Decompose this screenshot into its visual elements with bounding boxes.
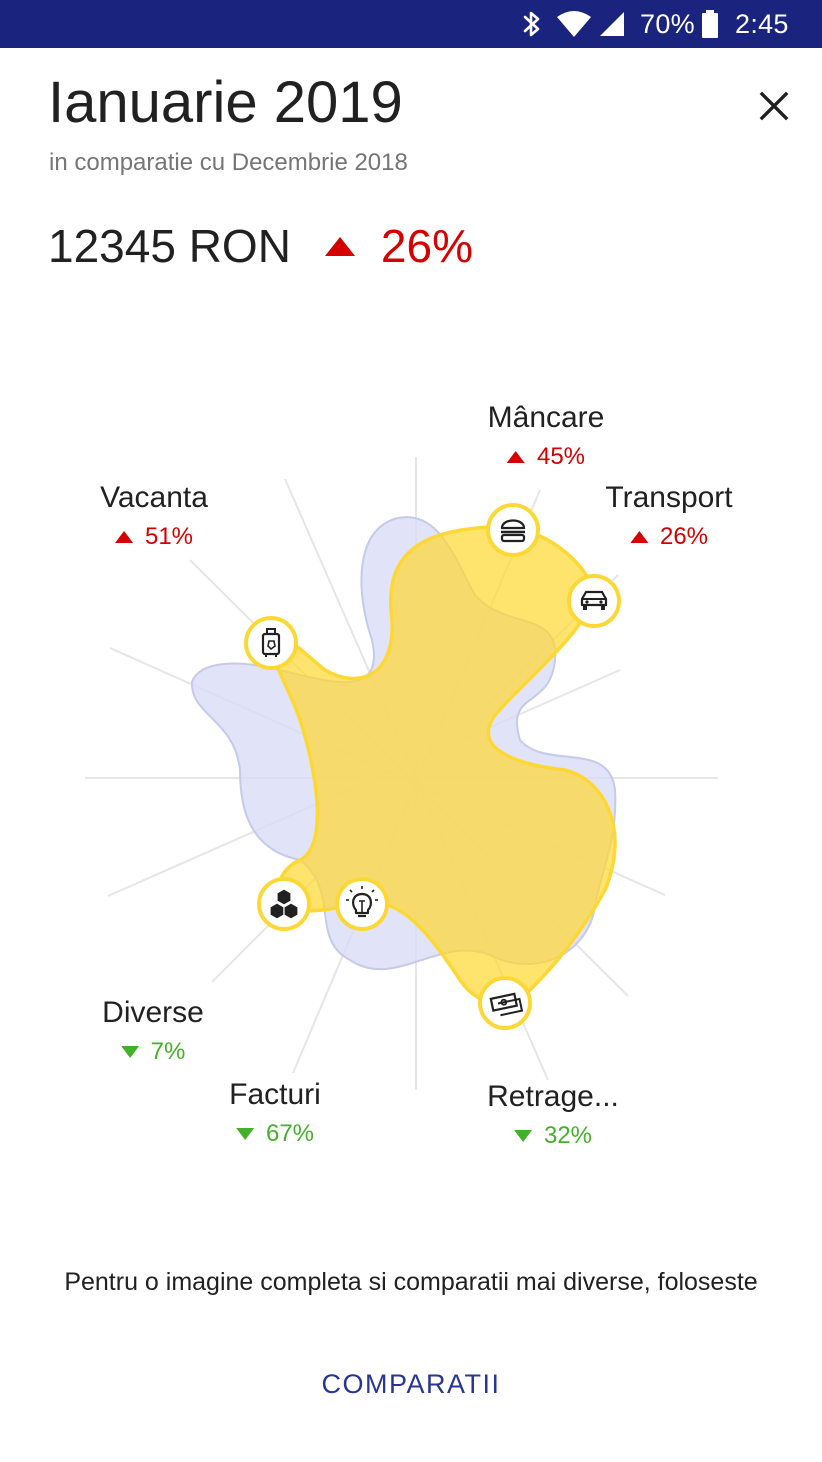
comparatii-button[interactable]: COMPARATII [321, 1368, 501, 1399]
arrow-up-icon [629, 531, 648, 543]
category-label-retrageri: Retrage... 32% [487, 1079, 619, 1151]
luggage-icon [244, 616, 298, 670]
boxes-icon [257, 877, 311, 931]
category-change-value: 51% [144, 523, 194, 550]
category-label-diverse: Diverse 7% [102, 995, 204, 1067]
footer-message: Pentru o imagine completa si comparatii … [64, 1268, 758, 1296]
total-summary: 12345 RON 26% [48, 214, 473, 278]
close-button[interactable] [748, 80, 800, 132]
arrow-down-icon [513, 1130, 532, 1142]
battery-icon [701, 0, 719, 48]
category-name: Retrage... [487, 1080, 619, 1113]
status-bar: 70% 2:45 [0, 0, 822, 48]
category-label-mancare: Mâncare 45% [488, 400, 605, 472]
category-change: 67% [235, 1119, 315, 1149]
arrow-down-icon [235, 1128, 254, 1140]
category-change-value: 26% [659, 523, 709, 550]
total-amount: 12345 RON [48, 220, 291, 272]
category-name: Mâncare [487, 401, 605, 434]
lightbulb-icon [335, 877, 389, 931]
category-change: 32% [513, 1121, 593, 1151]
category-label-vacanta: Vacanta 51% [100, 480, 208, 552]
category-change: 26% [629, 522, 709, 552]
bluetooth-icon [521, 0, 543, 48]
page-title: Ianuarie 2019 [48, 70, 403, 135]
arrow-up-icon [324, 236, 355, 256]
radar-chart-svg [85, 457, 718, 1090]
comparison-subtitle: in comparatie cu Decembrie 2018 [49, 149, 408, 176]
close-icon [759, 91, 789, 121]
cell-signal-icon [597, 0, 627, 48]
arrow-up-icon [114, 531, 133, 543]
category-name: Facturi [229, 1078, 321, 1111]
category-change: 7% [120, 1037, 186, 1067]
category-name: Transport [605, 481, 733, 514]
category-change-value: 32% [543, 1122, 593, 1149]
category-label-facturi: Facturi 67% [229, 1077, 321, 1149]
category-change-value: 67% [265, 1120, 315, 1147]
spending-radar-chart: Mâncare 45% Transport 26% Retrage... 32%… [0, 390, 822, 1170]
category-name: Diverse [102, 996, 204, 1029]
category-change-value: 7% [150, 1038, 186, 1065]
cash-icon [478, 976, 532, 1030]
total-change: 26% [324, 219, 473, 273]
burger-icon [486, 503, 540, 557]
total-change-value: 26% [380, 220, 473, 272]
battery-percentage: 70% [640, 8, 695, 39]
clock: 2:45 [735, 8, 789, 39]
category-change: 51% [114, 522, 194, 552]
category-name: Vacanta [100, 481, 208, 514]
arrow-down-icon [120, 1046, 139, 1058]
category-change: 45% [506, 442, 586, 472]
category-change-value: 45% [536, 443, 586, 470]
category-label-transport: Transport 26% [605, 480, 732, 552]
car-icon [567, 574, 621, 628]
arrow-up-icon [506, 451, 525, 463]
wifi-icon [556, 0, 592, 48]
